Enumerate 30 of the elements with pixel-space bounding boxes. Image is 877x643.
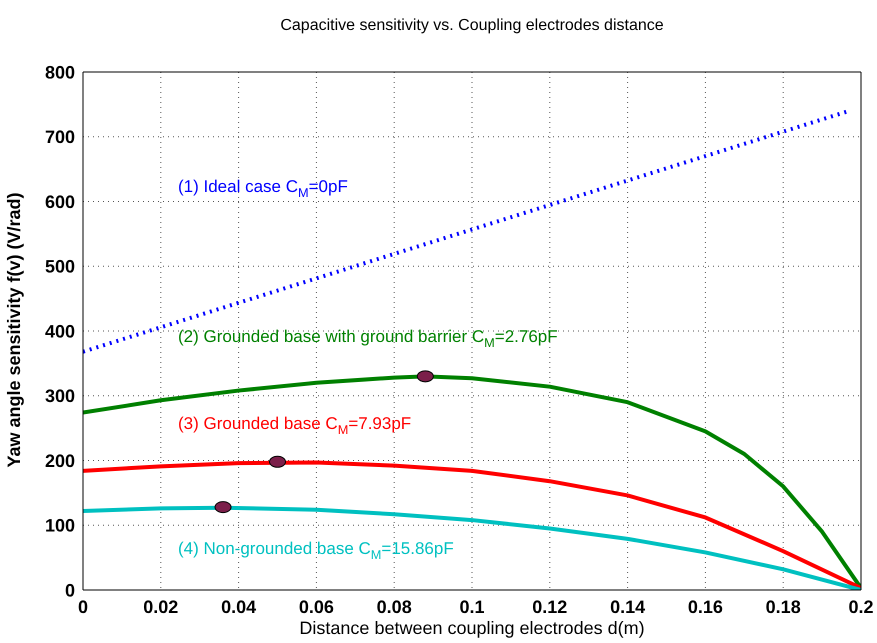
y-tick-label: 600 (44, 192, 75, 212)
x-tick-label: 0.04 (221, 596, 256, 617)
point (416, 370, 434, 382)
point (214, 501, 232, 514)
x-tick-label: 0.18 (766, 596, 801, 617)
x-tick-label: 0.08 (376, 596, 412, 617)
y-axis-title: Yaw angle sensitivity f(v) (V/rad) (4, 192, 24, 468)
y-tick-label: 300 (44, 386, 75, 406)
x-tick-label: 0.06 (298, 596, 334, 617)
x-tick-label: 0.2 (848, 596, 874, 617)
y-tick-label: 100 (44, 516, 75, 536)
text: (1) Ideal case C$_{M}$=0pF (178, 177, 348, 200)
chart-title: Capacitive sensitivity vs. Coupling electrodes distance (280, 17, 664, 34)
y-tick-label: 500 (44, 256, 75, 277)
x-axis-title: Distance between coupling electrodes d(m) (299, 618, 645, 638)
point (269, 456, 286, 468)
x-tick-label: 0.16 (688, 596, 723, 617)
text: (2) Grounded base with ground barrier C$_{M}$=2.76pF (178, 327, 558, 350)
y-tick-label: 200 (44, 450, 75, 471)
y-tick-label: 0 (64, 580, 75, 600)
x-tick-label: 0.02 (143, 596, 178, 617)
y-tick-label: 700 (44, 127, 75, 148)
x-tick-label: 0.14 (610, 596, 646, 617)
y-tick-label: 400 (44, 321, 75, 342)
x-tick-label: 0.1 (459, 596, 485, 617)
series-label: (4) Non-grounded base C$_{M}$=15.86pF (178, 539, 454, 562)
x-tick-label: 0 (78, 596, 88, 617)
series-label: (3) Grounded base C$_{M}$=7.93pF (178, 414, 412, 437)
x-tick-label: 0.12 (532, 596, 568, 617)
y-tick-label: 800 (44, 62, 75, 82)
